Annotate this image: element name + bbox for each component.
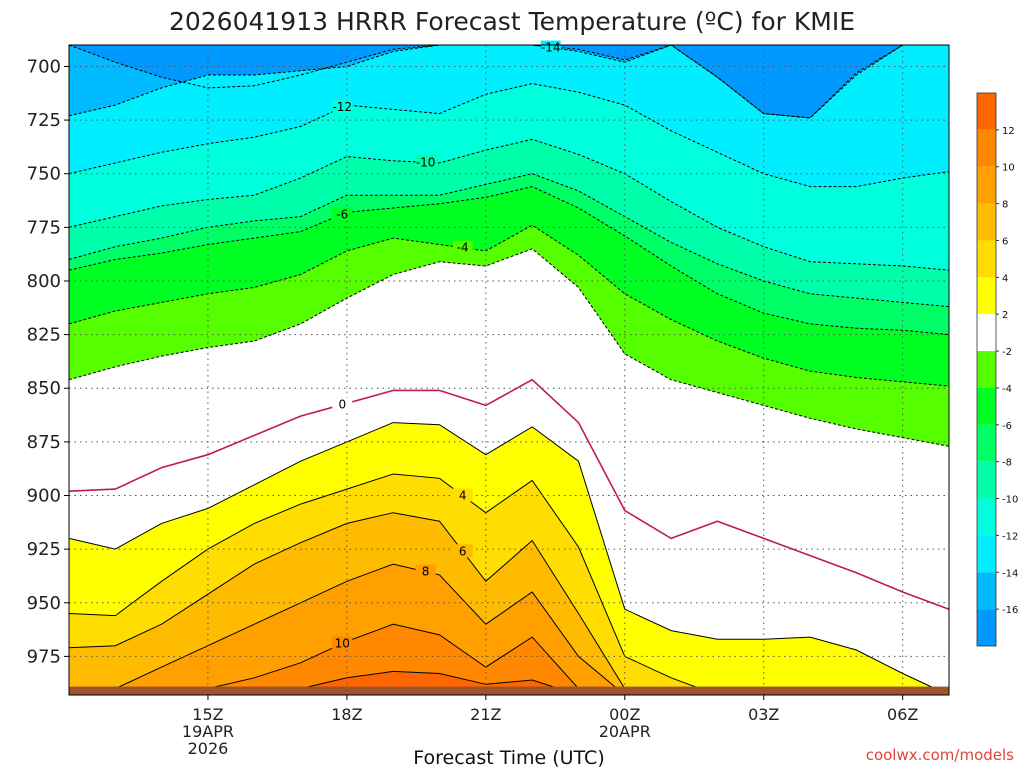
colorbar-band-4 bbox=[977, 240, 996, 278]
contour-label--4: -4 bbox=[457, 241, 469, 255]
colorbar-band--16 bbox=[977, 572, 996, 610]
x-tick-label-h9-0: 21Z bbox=[470, 705, 501, 724]
isotherm--14 bbox=[68, 44, 949, 119]
y-tick-label-800: 800 bbox=[27, 271, 61, 292]
x-tick-label-h6-0: 18Z bbox=[331, 705, 362, 724]
ground-surface bbox=[69, 686, 949, 695]
colorbar-label--16: -16 bbox=[1002, 605, 1018, 616]
contour-label--12: -12 bbox=[332, 100, 352, 114]
contour-label--6: -6 bbox=[336, 207, 348, 221]
contour-label--14: -14 bbox=[541, 41, 561, 55]
colorbar-label-8: 8 bbox=[1002, 200, 1008, 211]
isotherm--2 bbox=[68, 248, 950, 447]
x-tick-label-h3-1: 19APR bbox=[182, 722, 234, 741]
x-tick-label-h18-0: 06Z bbox=[887, 705, 918, 724]
contour-label-bg--6 bbox=[332, 207, 353, 221]
colorbar-band--12 bbox=[977, 498, 996, 536]
colorbar-band--14 bbox=[977, 535, 996, 573]
x-tick-label-h15-0: 03Z bbox=[748, 705, 779, 724]
contour-label-bg-4 bbox=[452, 488, 473, 502]
y-tick-label-775: 775 bbox=[27, 217, 61, 238]
contour-label-bg-10 bbox=[332, 636, 353, 650]
y-tick-label-725: 725 bbox=[27, 110, 61, 131]
y-tick-label-850: 850 bbox=[27, 378, 61, 399]
y-tick-label-975: 975 bbox=[27, 646, 61, 667]
contour-label-0: 0 bbox=[338, 398, 346, 412]
contour-label-bg--12 bbox=[332, 100, 353, 114]
contour-labels: -14 -12 -10 -6 -4 0 4 6 8 10 bbox=[332, 40, 561, 651]
x-tick-label-h12-0: 00Z bbox=[609, 705, 640, 724]
colorbar-label-12: 12 bbox=[1002, 126, 1015, 137]
colorbar-band-8 bbox=[977, 166, 996, 204]
isotherm-0 bbox=[68, 378, 950, 610]
colorbar-label--6: -6 bbox=[1002, 421, 1012, 432]
pressure-axis: 700 725 750 775 800 825 850 875 900 925 950 975 bbox=[27, 56, 69, 667]
contour-label-bg--4 bbox=[452, 240, 473, 254]
credit-link[interactable]: coolwx.com/models bbox=[866, 746, 1014, 764]
x-tick-label-h12-1: 20APR bbox=[599, 722, 651, 741]
isotherm--8 bbox=[68, 173, 950, 308]
colorbar-label-2: 2 bbox=[1002, 310, 1008, 321]
colorbar-label--4: -4 bbox=[1002, 384, 1012, 395]
x-tick-label-h3-0: 15Z bbox=[192, 705, 223, 724]
fill-band-above-8 bbox=[69, 564, 949, 695]
colorbar-band--2 bbox=[977, 314, 996, 352]
contour-label--10: -10 bbox=[416, 155, 436, 169]
colorbar-label-6: 6 bbox=[1002, 236, 1008, 247]
chart-title: 2026041913 HRRR Forecast Temperature (ºC… bbox=[169, 7, 855, 36]
colorbar-label--14: -14 bbox=[1002, 568, 1018, 579]
colorbar-band--18 bbox=[977, 609, 996, 646]
contour-label-bg-0 bbox=[332, 397, 353, 411]
colorbar-frame bbox=[976, 92, 997, 647]
colorbar-label--8: -8 bbox=[1002, 458, 1012, 469]
colorbar-label--10: -10 bbox=[1002, 495, 1018, 506]
y-tick-label-875: 875 bbox=[27, 432, 61, 453]
ground-band bbox=[69, 686, 949, 695]
contour-label-bg--10 bbox=[415, 155, 436, 169]
y-tick-label-900: 900 bbox=[27, 485, 61, 506]
isotherm--6 bbox=[68, 186, 950, 336]
colorbar-band-10 bbox=[977, 129, 996, 167]
x-axis-title: Forecast Time (UTC) bbox=[413, 747, 604, 768]
colorbar-label-10: 10 bbox=[1002, 163, 1015, 174]
y-tick-label-925: 925 bbox=[27, 539, 61, 560]
temperature-fill-area bbox=[69, 45, 949, 696]
colorbar-band--8 bbox=[977, 424, 996, 462]
y-tick-label-950: 950 bbox=[27, 593, 61, 614]
colorbar-band--6 bbox=[977, 387, 996, 425]
y-tick-label-825: 825 bbox=[27, 325, 61, 346]
contour-label-bg-6 bbox=[452, 544, 473, 558]
colorbar-band-12 bbox=[977, 93, 996, 130]
colorbar-label-4: 4 bbox=[1002, 273, 1008, 284]
colorbar-band--4 bbox=[977, 351, 996, 388]
y-tick-label-700: 700 bbox=[27, 56, 61, 77]
contour-label-6: 6 bbox=[459, 544, 467, 558]
isotherm--4 bbox=[68, 224, 950, 387]
contour-label-8: 8 bbox=[422, 565, 430, 579]
colorbar-band--10 bbox=[977, 461, 996, 499]
contour-label-bg-8 bbox=[415, 564, 436, 578]
isotherm-2 bbox=[68, 422, 950, 696]
contour-label-10: 10 bbox=[335, 637, 350, 651]
colorbar-band-2 bbox=[977, 277, 996, 315]
colorbar-label--2: -2 bbox=[1002, 347, 1012, 358]
colorbar-band-6 bbox=[977, 203, 996, 241]
colorbar-label--12: -12 bbox=[1002, 531, 1018, 542]
fill-band-above-10 bbox=[69, 624, 949, 695]
contour-label-4: 4 bbox=[459, 488, 467, 502]
x-tick-label-h3-2: 2026 bbox=[188, 739, 229, 758]
colorbar: 12 10 8 6 4 2 -2 -4 -6 -8 -10 -12 -14 -16 bbox=[976, 92, 1018, 647]
fill-band-above-12 bbox=[69, 671, 949, 695]
y-tick-label-750: 750 bbox=[27, 164, 61, 185]
contour-label-bg--14 bbox=[540, 40, 561, 54]
grid-lines bbox=[69, 45, 949, 695]
plot-frame bbox=[68, 44, 950, 696]
